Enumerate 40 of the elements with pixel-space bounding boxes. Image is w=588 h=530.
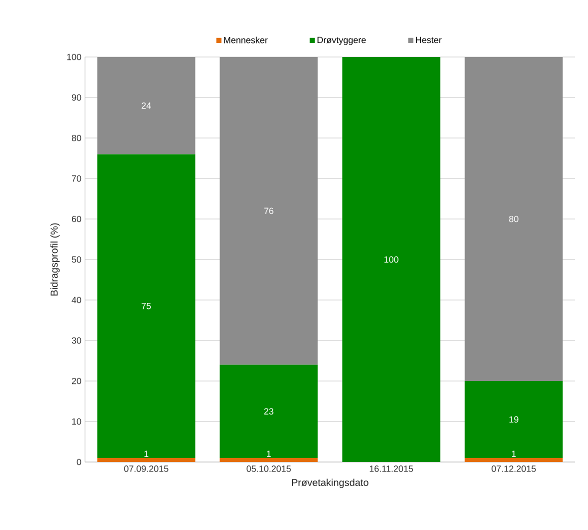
y-tick-label: 100 [67, 54, 82, 60]
y-tick-label: 40 [72, 296, 82, 304]
bar [342, 56, 440, 462]
data-label: 1 [266, 450, 271, 457]
y-tick-label: 60 [72, 216, 82, 222]
bar [97, 56, 196, 154]
y-tick-label: 10 [72, 418, 82, 425]
bar [220, 364, 318, 458]
bar [464, 458, 563, 462]
x-tick-label: 05.10.2015 [246, 466, 291, 472]
data-label: 100 [384, 256, 398, 263]
legend-label: Drøvtyggere [318, 36, 366, 45]
y-axis-title: Bidragsprofil (%) [50, 223, 60, 296]
x-axis-title: Prøvetakingsdato [292, 478, 368, 488]
bar [220, 56, 318, 365]
bar [464, 56, 563, 381]
data-label: 76 [264, 208, 274, 214]
data-label: 80 [509, 216, 518, 222]
data-label: 1 [144, 450, 148, 457]
x-tick-label: 16.11.2015 [370, 466, 413, 472]
x-tick-label: 07.12.2015 [492, 466, 536, 472]
y-tick-label: 50 [72, 256, 82, 263]
y-tick-label: 0 [76, 458, 82, 466]
y-tick-label: 90 [72, 94, 82, 101]
x-tick-label: 07.09.2015 [124, 466, 168, 472]
bar [97, 154, 196, 458]
bar [220, 458, 318, 462]
y-tick-label: 80 [72, 134, 82, 142]
data-label: 1 [512, 450, 516, 457]
data-label: 23 [264, 408, 274, 415]
data-label: 75 [142, 302, 151, 310]
y-tick-label: 70 [72, 175, 82, 182]
bar [464, 381, 563, 458]
y-tick-label: 20 [72, 378, 82, 384]
legend-label: Mennesker [224, 36, 268, 44]
y-tick-label: 30 [72, 337, 82, 344]
bar [97, 458, 196, 462]
data-label: 19 [509, 416, 518, 423]
legend-label: Hester [416, 36, 442, 44]
data-label: 24 [142, 102, 151, 109]
